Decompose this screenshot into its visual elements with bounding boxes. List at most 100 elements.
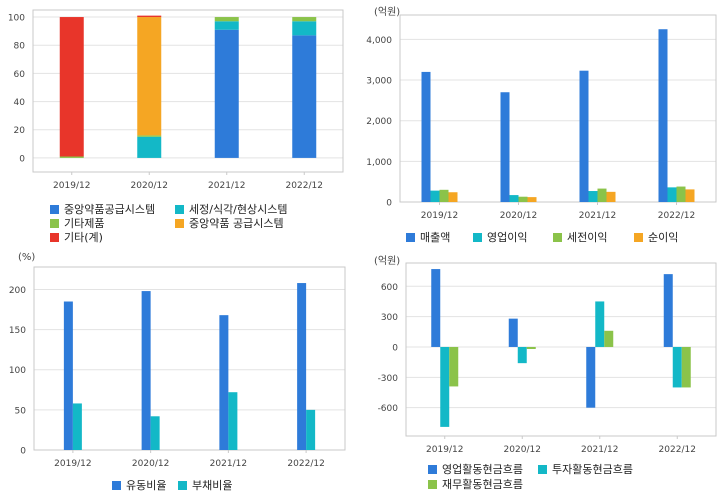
bar (681, 346, 691, 388)
legend-item: 유동비율 (112, 477, 166, 493)
bar (219, 315, 229, 450)
legend-swatch (473, 233, 482, 242)
legend-item: 기타제품 (50, 215, 104, 231)
y-tick-label: 1,000 (366, 158, 392, 168)
product-mix-plot: 0 20 40 60 80 100 2019/12 2020/12 2021/12 2022/12 (8, 9, 344, 191)
plot-border (33, 266, 346, 451)
unit-label: (억원) (374, 7, 401, 18)
legend-swatch (112, 481, 121, 490)
bar (579, 70, 589, 202)
bar (518, 196, 528, 202)
legend-item: 중앙약품 공급시스템 (175, 215, 284, 231)
y-tick-label: 50 (15, 406, 27, 416)
bar (228, 392, 238, 450)
bar (137, 135, 162, 137)
bar (431, 269, 441, 347)
bar (137, 17, 162, 136)
y-tick-label: 80 (14, 42, 26, 52)
cashflow-chart: (억원) -600 -300 0 300 600 2019/12 2020/12 2021/1… (360, 248, 720, 496)
legend-label: 세전이익 (567, 231, 608, 244)
x-tick-label: 2022/12 (659, 445, 696, 455)
bar (150, 416, 160, 450)
y-tick-label: 3,000 (366, 77, 392, 87)
x-tick-label: 2021/12 (581, 445, 618, 455)
bar (595, 301, 605, 347)
bar (606, 191, 616, 202)
x-tick-label: 2022/12 (287, 459, 324, 469)
bar (526, 346, 536, 349)
y-tick-label: -300 (378, 374, 399, 384)
x-tick-label: 2021/12 (208, 181, 245, 191)
plot-border (405, 262, 717, 437)
legend-label: 순이익 (648, 231, 679, 244)
bar (667, 187, 677, 202)
x-tick-label: 2021/12 (210, 459, 247, 469)
unit-label: (억원) (374, 256, 401, 267)
legend-swatch (175, 205, 184, 214)
legend-item: 세정/식각/현상시스템 (175, 201, 288, 217)
y-tick-label: 0 (386, 199, 392, 209)
bar (586, 346, 596, 408)
bar (663, 274, 673, 347)
bar (527, 197, 537, 202)
legend-swatch (178, 481, 187, 490)
x-tick-label: 2019/12 (53, 181, 90, 191)
bar (137, 15, 162, 18)
y-tick-label: -600 (378, 404, 399, 414)
y-tick-label: 0 (19, 154, 25, 164)
legend-swatch (175, 219, 184, 228)
income-legend: 매출액 영업이익 세전이익 순이익 (406, 229, 716, 245)
income-plot: 0 1,000 2,000 3,000 4,000 2019/12 2020/12 2021/… (366, 14, 717, 221)
bar (63, 301, 73, 450)
bar (137, 136, 162, 158)
bar (72, 403, 82, 450)
bar (59, 156, 84, 158)
y-tick-label: 40 (14, 98, 26, 108)
legend-label: 영업이익 (487, 231, 528, 244)
bar (306, 409, 316, 450)
legend-label: 부채비율 (192, 479, 233, 492)
legend-swatch (553, 233, 562, 242)
y-tick-label: 300 (381, 313, 398, 323)
x-tick-label: 2020/12 (500, 211, 537, 221)
legend-label: 세정/식각/현상시스템 (189, 203, 288, 216)
legend-item: 영업활동현금흐름 (428, 461, 523, 477)
legend-label: 중앙약품 공급시스템 (189, 217, 284, 230)
product-mix-legend: 중앙약품공급시스템 세정/식각/현상시스템 기타제품 중앙약품 공급시스템 기타… (50, 201, 350, 247)
bar (292, 17, 317, 22)
bar (676, 186, 686, 202)
bar (214, 21, 239, 30)
bar (685, 189, 695, 202)
ratio-chart: (%) 0 50 100 150 200 2019/12 2020/12 2021/12 202… (0, 248, 352, 496)
income-chart: (억원) 0 1,000 2,000 3,000 4,000 2019/12 2020/12… (360, 0, 720, 248)
unit-label: (%) (18, 252, 36, 263)
legend-label: 유동비율 (126, 479, 167, 492)
bar (658, 29, 668, 203)
x-tick-label: 2019/12 (426, 445, 463, 455)
legend-label: 기타제품 (64, 217, 105, 230)
y-tick-label: 0 (392, 343, 398, 353)
x-tick-label: 2019/12 (54, 459, 91, 469)
legend-item: 영업이익 (473, 229, 527, 245)
legend-label: 기타(계) (64, 231, 103, 244)
legend-item: 기타(계) (50, 229, 103, 245)
bar (509, 195, 519, 202)
legend-label: 투자활동현금흐름 (552, 463, 633, 476)
plot-border (399, 14, 717, 203)
bar (440, 346, 450, 427)
bar (214, 17, 239, 22)
legend-swatch (50, 233, 59, 242)
bar (141, 291, 151, 450)
legend-swatch (50, 205, 59, 214)
bar (500, 92, 510, 202)
legend-swatch (538, 465, 547, 474)
product-mix-chart: 0 20 40 60 80 100 2019/12 2020/12 2021/12 2022/12… (0, 0, 352, 248)
y-tick-label: 60 (14, 70, 26, 80)
legend-swatch (50, 219, 59, 228)
plot-border (32, 9, 344, 173)
bar (439, 189, 449, 202)
legend-label: 영업활동현금흐름 (442, 463, 523, 476)
y-tick-label: 150 (9, 326, 26, 336)
y-tick-label: 100 (9, 366, 26, 376)
cashflow-legend: 영업활동현금흐름 투자활동현금흐름 재무활동현금흐름 (428, 461, 718, 493)
